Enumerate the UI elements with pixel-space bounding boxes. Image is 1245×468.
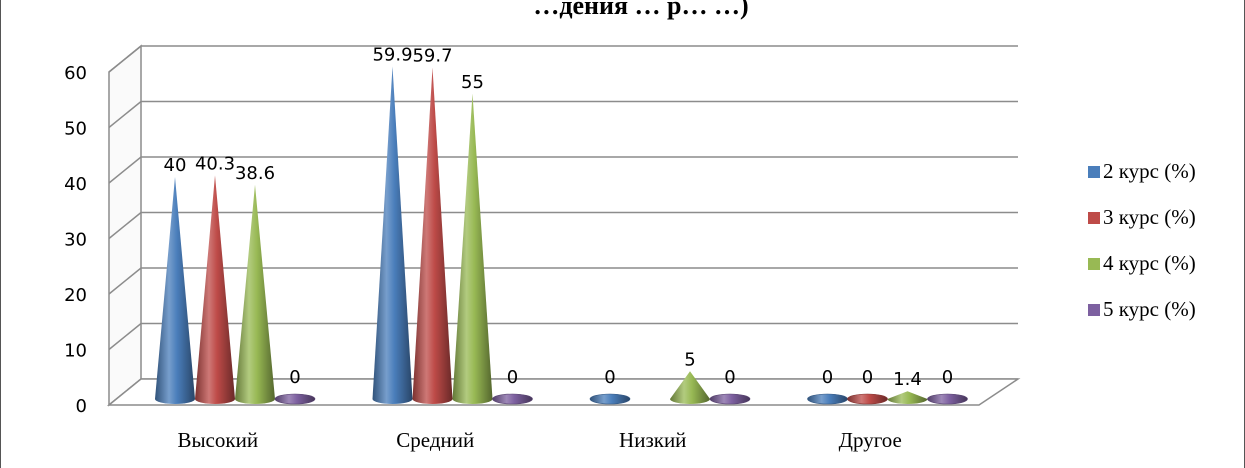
data-label: 40.3 bbox=[195, 153, 235, 174]
y-tick-label: 10 bbox=[64, 341, 87, 362]
y-axis-ticks: 0 10 20 30 40 50 60 bbox=[64, 63, 87, 417]
data-label: 0 bbox=[942, 367, 953, 388]
y-tick-label: 20 bbox=[64, 285, 87, 306]
legend-item: 2 курс (%) bbox=[1088, 159, 1196, 183]
cone-base-1-3 bbox=[848, 394, 888, 404]
data-label: 1.4 bbox=[893, 369, 922, 390]
cone-base-3-2 bbox=[710, 394, 750, 404]
legend-item: 4 курс (%) bbox=[1088, 251, 1196, 275]
gridline bbox=[109, 46, 1018, 72]
data-label: 0 bbox=[289, 367, 300, 388]
data-marks bbox=[155, 67, 968, 404]
cone-base-3-0 bbox=[275, 394, 315, 404]
cone-0-0 bbox=[155, 177, 195, 404]
legend-label: 5 курс (%) bbox=[1103, 297, 1196, 321]
data-label: 0 bbox=[507, 367, 518, 388]
data-label: 0 bbox=[604, 367, 615, 388]
cone-1-0 bbox=[195, 175, 235, 404]
data-label: 0 bbox=[862, 367, 873, 388]
cone-1-1 bbox=[413, 68, 453, 404]
cone-0-1 bbox=[373, 67, 413, 404]
y-tick-label: 40 bbox=[64, 174, 87, 195]
y-tick-label: 50 bbox=[64, 119, 87, 140]
category-labels: Высокий Средний Низкий Другое bbox=[177, 428, 901, 452]
legend-item: 3 курс (%) bbox=[1088, 205, 1196, 229]
data-label: 38.6 bbox=[235, 163, 275, 184]
legend-label: 2 курс (%) bbox=[1103, 159, 1196, 183]
legend-swatch bbox=[1088, 166, 1100, 178]
cone-base-3-1 bbox=[493, 394, 533, 404]
category-label: Другое bbox=[839, 428, 902, 452]
legend-label: 4 курс (%) bbox=[1103, 251, 1196, 275]
category-label: Средний bbox=[396, 428, 474, 452]
category-label: Высокий bbox=[177, 428, 258, 452]
y-tick-label: 30 bbox=[64, 230, 87, 251]
data-label: 55 bbox=[461, 72, 484, 93]
data-label: 5 bbox=[684, 349, 695, 370]
cone-base-0-3 bbox=[808, 394, 848, 404]
data-label: 0 bbox=[724, 367, 735, 388]
legend: 2 курс (%) 3 курс (%) 4 курс (%) 5 курс (%) bbox=[1088, 159, 1196, 321]
legend-item: 5 курс (%) bbox=[1088, 297, 1196, 321]
cone-base-0-2 bbox=[590, 394, 630, 404]
legend-swatch bbox=[1088, 258, 1100, 270]
legend-swatch bbox=[1088, 304, 1100, 316]
y-tick-label: 0 bbox=[76, 396, 87, 417]
legend-swatch bbox=[1088, 212, 1100, 224]
data-label: 40 bbox=[164, 155, 187, 176]
gridline bbox=[109, 213, 1018, 239]
gridline bbox=[109, 102, 1018, 128]
data-label: 0 bbox=[822, 367, 833, 388]
chart-title: …дения … р… …) bbox=[533, 0, 748, 20]
data-label: 59.9 bbox=[372, 45, 412, 66]
y-tick-label: 60 bbox=[64, 63, 87, 84]
cone-base-3-3 bbox=[928, 394, 968, 404]
data-label: 59.7 bbox=[412, 46, 452, 67]
cone-2-1 bbox=[453, 94, 493, 404]
category-label: Низкий bbox=[619, 428, 686, 452]
cone-2-0 bbox=[235, 185, 275, 404]
data-labels: 40 40.3 38.6 0 59.9 59.7 55 0 0 5 0 0 0 1.4 0 bbox=[164, 45, 954, 391]
legend-label: 3 курс (%) bbox=[1103, 205, 1196, 229]
